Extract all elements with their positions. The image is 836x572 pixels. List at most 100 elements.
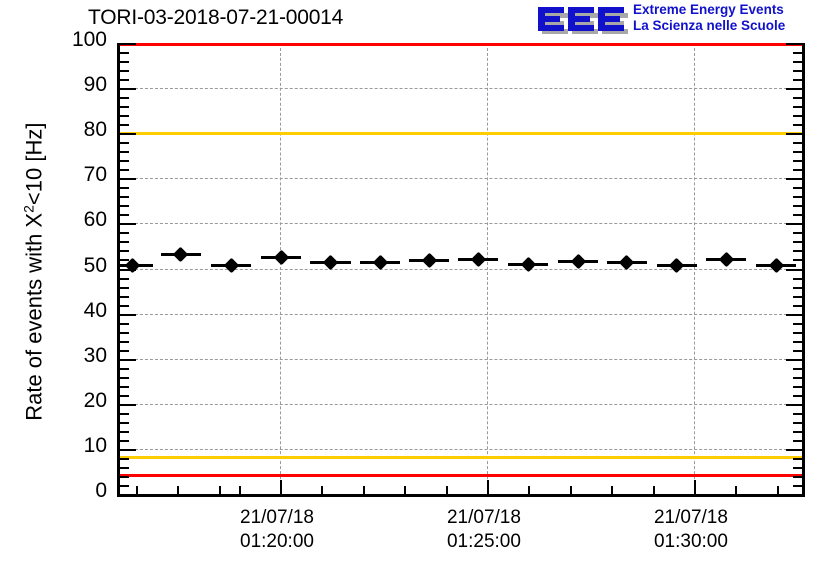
y-tick-minor-right [793,97,802,100]
chart-title: TORI-03-2018-07-21-00014 [88,6,344,29]
gridline-horizontal [120,448,802,450]
gridline-horizontal [120,358,802,360]
y-tick-minor-right [793,349,802,352]
x-tick-major [693,480,696,494]
gridline-horizontal [120,178,802,180]
data-point [223,258,239,274]
data-point [173,247,189,263]
y-tick-minor-right [793,124,802,127]
y-tick-minor-right [793,484,802,487]
y-tick-minor [120,187,129,190]
x-tick-label-date: 21/07/18 [653,507,728,528]
gridline-vertical [279,43,281,494]
x-tick-label-date: 21/07/18 [240,507,314,528]
x-tick-minor [362,486,365,494]
y-tick-label: 90 [83,73,107,97]
plot-area [117,43,805,497]
y-tick-major-right [786,133,802,136]
data-point [421,252,437,269]
y-tick-minor-right [793,385,802,388]
data-point [718,251,734,268]
y-tick-minor [120,277,129,280]
data-point [669,257,685,274]
y-tick-minor [120,349,129,352]
y-tick-minor-right [793,412,802,415]
y-tick-minor [120,124,129,127]
y-tick-minor [120,385,129,388]
y-tick-minor-right [793,70,802,73]
gridline-horizontal [120,88,802,90]
y-tick-major-right [786,448,802,451]
y-tick-major [120,313,136,316]
upper-yellow-limit [120,131,802,135]
y-tick-major [120,88,136,91]
y-tick-major-right [786,268,802,271]
y-tick-minor [120,106,129,109]
eee-logo-line2: La Scienza nelle Scuole [633,18,786,33]
upper-red-limit [120,43,802,46]
gridline-horizontal [120,313,802,315]
y-tick-minor [120,340,129,343]
x-tick-label-time: 01:30:00 [653,531,728,552]
y-tick-major-right [786,358,802,361]
eee-logo-line1: Extreme Energy Events [633,2,784,17]
y-tick-label: 100 [71,28,107,51]
y-tick-minor [120,484,129,487]
y-tick-minor [120,466,129,469]
y-tick-minor-right [793,169,802,172]
y-tick-label: 0 [95,479,107,502]
y-tick-minor-right [793,304,802,307]
x-tick-minor [652,486,655,494]
y-tick-minor-right [793,187,802,190]
y-tick-minor [120,196,129,199]
x-tick-minor [528,486,531,494]
y-tick-minor-right [793,205,802,208]
x-tick-minor [611,486,614,494]
y-tick-minor [120,52,129,55]
y-tick-minor-right [793,367,802,370]
x-tick-label-time: 01:20:00 [240,531,314,552]
y-tick-minor-right [793,277,802,280]
data-point [470,251,486,268]
y-tick-minor-right [793,394,802,397]
x-tick-minor [445,486,448,494]
y-tick-minor-right [793,466,802,469]
x-tick-label: 21/07/18 01:30:00 [611,506,771,554]
y-tick-major [120,133,136,136]
x-tick-minor [136,486,139,494]
y-tick-minor [120,376,129,379]
y-tick-label: 60 [83,208,107,232]
y-tick-major [120,448,136,451]
data-point [570,253,586,270]
y-tick-minor [120,169,129,172]
y-tick-minor-right [793,61,802,64]
lower-yellow-limit [120,456,802,460]
plot-canvas [120,43,802,494]
y-tick-major [120,358,136,361]
y-tick-minor [120,115,129,118]
y-tick-major [120,223,136,226]
y-tick-label: 50 [83,253,107,277]
y-tick-minor [120,259,129,262]
y-tick-minor-right [793,115,802,118]
y-tick-minor-right [793,160,802,163]
y-tick-minor-right [793,421,802,424]
y-tick-minor [120,421,129,424]
eee-logo-icon [538,7,628,34]
y-tick-label: 30 [83,343,107,367]
y-tick-minor-right [793,52,802,55]
eee-logo-text: Extreme Energy Events La Scienza nelle S… [633,2,785,34]
y-tick-minor [120,232,129,235]
gridline-horizontal [120,403,802,405]
x-tick-major [486,480,489,494]
y-tick-minor [120,70,129,73]
x-tick-minor [218,486,221,494]
y-tick-minor [120,367,129,370]
x-tick-minor [735,486,738,494]
y-tick-major-right [786,223,802,226]
eee-logo: Extreme Energy Events La Scienza nelle S… [537,2,836,38]
y-tick-minor-right [793,286,802,289]
gridline-horizontal [120,268,802,270]
x-tick-minor [569,486,572,494]
